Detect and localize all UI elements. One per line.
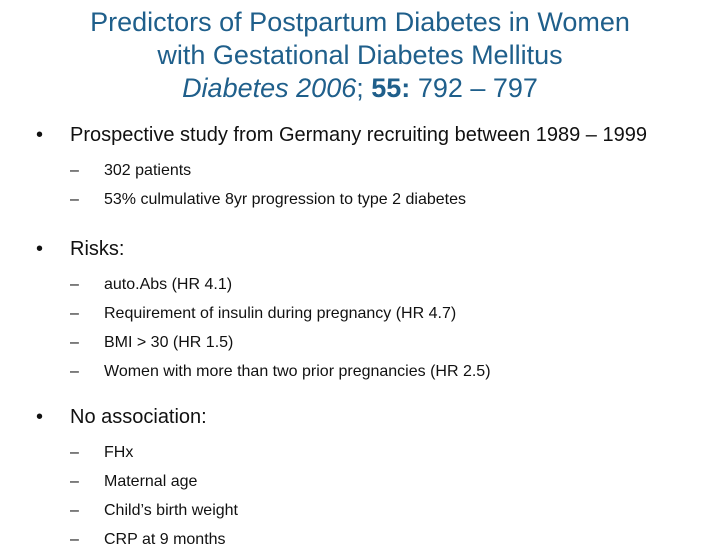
dash-marker: – [70, 191, 79, 208]
sublist-no-association: – FHx – Maternal age – Child’s birth weight… [70, 438, 696, 554]
bullet-dot: • [36, 124, 44, 146]
sublist-study: – 302 patients – 53% culmulative 8yr progr… [70, 156, 696, 214]
list-item-text: Requirement of insulin during pregnancy … [104, 305, 457, 322]
list-item-text: auto.Abs (HR 4.1) [104, 276, 233, 293]
bullet-text: Prospective study from Germany recruitin… [70, 124, 647, 146]
list-item: – Maternal age [70, 467, 696, 496]
dash-marker: – [70, 363, 79, 380]
list-item: – FHx [70, 438, 696, 467]
slide-title: Predictors of Postpartum Diabetes in Wom… [0, 6, 720, 105]
list-item: – Requirement of insulin during pregnancy… [70, 299, 696, 328]
citation-journal: Diabetes [182, 73, 289, 103]
citation-year: 2006 [296, 73, 357, 103]
list-item: – 53% culmulative 8yr progression to type… [70, 185, 696, 214]
bullet-no-association: • No association: [36, 404, 696, 430]
bullet-risks: • Risks: [36, 236, 696, 262]
list-item-text: FHx [104, 444, 134, 461]
bullet-text: Risks: [70, 238, 125, 260]
bullet-dot: • [36, 406, 44, 428]
list-item: – Child’s birth weight [70, 496, 696, 525]
title-line-1: Predictors of Postpartum Diabetes in Wom… [90, 7, 630, 37]
bullet-text: No association: [70, 406, 207, 428]
list-item: – auto.Abs (HR 4.1) [70, 270, 696, 299]
citation: Diabetes 2006; 55: 792 – 797 [0, 72, 720, 105]
list-item: – 302 patients [70, 156, 696, 185]
bullet-study: • Prospective study from Germany recruit… [36, 122, 696, 148]
list-item-text: Child’s birth weight [104, 502, 238, 519]
dash-marker: – [70, 334, 79, 351]
list-item-text: BMI > 30 (HR 1.5) [104, 334, 234, 351]
dash-marker: – [70, 473, 79, 490]
slide-body: • Prospective study from Germany recruit… [36, 122, 696, 554]
bullet-dot: • [36, 238, 44, 260]
citation-volume: 55: [371, 73, 411, 103]
sublist-risks: – auto.Abs (HR 4.1) – Requirement of insul… [70, 270, 696, 386]
list-item-text: 302 patients [104, 162, 192, 179]
list-item: – Women with more than two prior pregnanc… [70, 357, 696, 386]
dash-marker: – [70, 276, 79, 293]
list-item: – BMI > 30 (HR 1.5) [70, 328, 696, 357]
slide: Predictors of Postpartum Diabetes in Wom… [0, 6, 720, 548]
citation-pages: 792 – 797 [417, 73, 538, 103]
citation-separator: ; [356, 73, 364, 103]
dash-marker: – [70, 162, 79, 179]
dash-marker: – [70, 305, 79, 322]
dash-marker: – [70, 444, 79, 461]
dash-marker: – [70, 502, 79, 519]
list-item-text: Maternal age [104, 473, 198, 490]
title-line-2: with Gestational Diabetes Mellitus [157, 40, 563, 70]
list-item-text: Women with more than two prior pregnanci… [104, 363, 491, 380]
list-item-text: 53% culmulative 8yr progression to type … [104, 191, 466, 208]
